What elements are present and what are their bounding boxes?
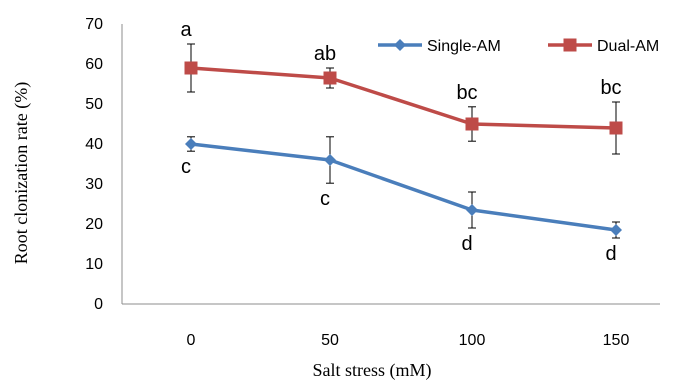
data-point-square (465, 117, 479, 131)
significance-label: c (320, 188, 330, 210)
y-tick-label: 0 (94, 296, 103, 313)
x-tick-label: 0 (187, 332, 196, 349)
significance-label: d (461, 233, 472, 255)
legend-label: Dual-AM (597, 38, 659, 55)
data-point-diamond (466, 204, 478, 216)
y-tick-label: 20 (85, 216, 103, 233)
significance-labels: c c d d a ab bc bc (180, 19, 621, 265)
significance-label: c (181, 156, 191, 178)
legend-marker-square (563, 38, 577, 52)
legend-item: Dual-AM (548, 38, 659, 55)
data-point-square (323, 71, 337, 85)
series-line (190, 142, 617, 232)
y-axis-title: Root clonization rate (%) (11, 82, 32, 264)
data-point-diamond (324, 154, 336, 166)
y-tick-label: 30 (85, 176, 103, 193)
significance-label: ab (314, 43, 336, 65)
legend-item: Single-AM (378, 38, 501, 55)
significance-label: a (180, 19, 192, 41)
data-point-square (609, 121, 623, 135)
data-point-square (184, 61, 198, 75)
legend-label: Single-AM (427, 38, 501, 55)
legend-marker-diamond (394, 39, 406, 51)
significance-label: d (605, 243, 616, 265)
y-tick-label: 70 (85, 16, 103, 33)
x-tick-labels: 0 50 100 150 (187, 332, 630, 349)
y-tick-label: 50 (85, 96, 103, 113)
x-tick-label: 50 (321, 332, 339, 349)
significance-label: bc (456, 82, 477, 104)
series-line (190, 66, 617, 130)
x-tick-label: 100 (459, 332, 486, 349)
significance-label: bc (600, 77, 621, 99)
x-axis-title: Salt stress (mM) (313, 360, 432, 381)
series-single-am (185, 136, 622, 239)
data-point-diamond (185, 138, 197, 150)
x-tick-label: 150 (603, 332, 630, 349)
series-layer (184, 43, 623, 239)
y-tick-label: 40 (85, 136, 103, 153)
y-tick-labels: 0 10 20 30 40 50 60 70 (85, 16, 103, 313)
legend: Single-AM Dual-AM (378, 38, 659, 55)
series-dual-am (184, 43, 623, 155)
y-tick-label: 10 (85, 256, 103, 273)
y-tick-label: 60 (85, 56, 103, 73)
data-point-diamond (610, 224, 622, 236)
